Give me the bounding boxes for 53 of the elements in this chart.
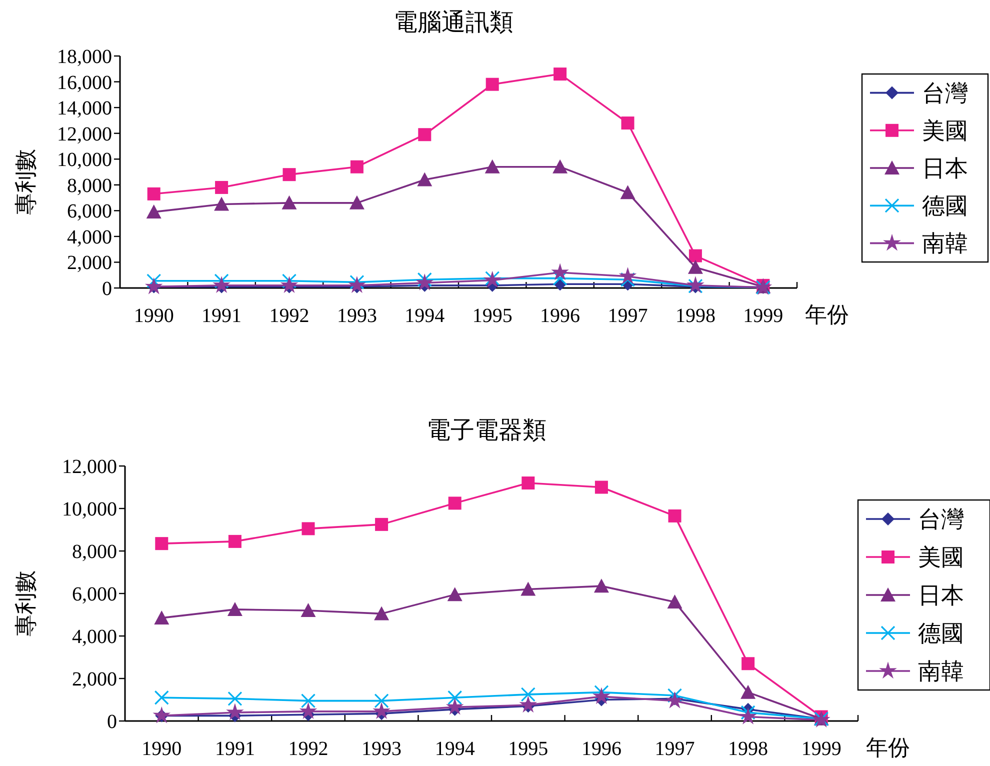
legend-label: 南韓: [922, 231, 968, 256]
x-tick-label: 1996: [540, 305, 580, 327]
y-tick-label: 4,000: [67, 226, 112, 248]
y-tick-label: 8,000: [67, 174, 112, 197]
x-tick-label: 1992: [269, 305, 310, 327]
y-tick-label: 8,000: [72, 541, 117, 563]
y-tick-label: 2,000: [67, 252, 112, 274]
chart-title: 電腦通訊類: [394, 10, 514, 36]
y-tick-label: 12,000: [57, 123, 112, 146]
x-tick-label: 1994: [404, 305, 445, 327]
legend-label: 日本: [922, 156, 968, 181]
x-axis-title: 年份: [805, 302, 849, 327]
x-tick-label: 1990: [134, 305, 174, 327]
x-tick-label: 1997: [654, 738, 695, 760]
legend-label: 德國: [918, 621, 964, 646]
legend-label: 台灣: [918, 507, 964, 532]
x-tick-label: 1991: [214, 738, 255, 760]
legend-label: 台灣: [922, 80, 968, 106]
x-tick-label: 1999: [743, 305, 784, 327]
x-tick-label: 1991: [202, 305, 242, 327]
x-tick-label: 1993: [362, 738, 402, 760]
y-tick-label: 10,000: [57, 149, 112, 172]
x-tick-label: 1992: [288, 738, 328, 760]
chart-title: 電子電器類: [426, 418, 546, 444]
legend-label: 美國: [922, 118, 968, 144]
y-tick-label: 4,000: [72, 626, 117, 648]
legend-label: 美國: [918, 545, 964, 570]
x-tick-label: 1997: [608, 305, 648, 327]
y-tick-label: 2,000: [72, 668, 117, 690]
y-axis-title: 專利數: [13, 149, 38, 215]
y-tick-label: 16,000: [57, 72, 112, 94]
y-tick-label: 6,000: [72, 584, 117, 606]
x-tick-label: 1999: [801, 738, 842, 760]
y-tick-label: 10,000: [62, 498, 117, 520]
y-tick-label: 0: [102, 278, 112, 300]
y-tick-label: 6,000: [67, 200, 112, 223]
legend-label: 日本: [918, 583, 964, 608]
y-tick-label: 18,000: [57, 46, 112, 68]
x-axis-title: 年份: [866, 735, 910, 760]
y-tick-label: 14,000: [57, 98, 112, 120]
y-tick-label: 12,000: [62, 456, 117, 478]
y-tick-label: 0: [107, 711, 117, 733]
y-axis-title: 專利數: [13, 570, 38, 636]
x-tick-label: 1990: [142, 738, 182, 760]
legend-label: 南韓: [918, 659, 964, 684]
x-tick-label: 1994: [434, 738, 475, 760]
x-tick-label: 1993: [336, 305, 377, 327]
x-tick-label: 1995: [472, 305, 512, 327]
legend-label: 德國: [922, 194, 968, 219]
x-tick-label: 1998: [728, 738, 768, 760]
x-tick-label: 1996: [581, 738, 622, 760]
x-tick-label: 1998: [675, 305, 716, 327]
x-tick-label: 1995: [508, 738, 548, 760]
